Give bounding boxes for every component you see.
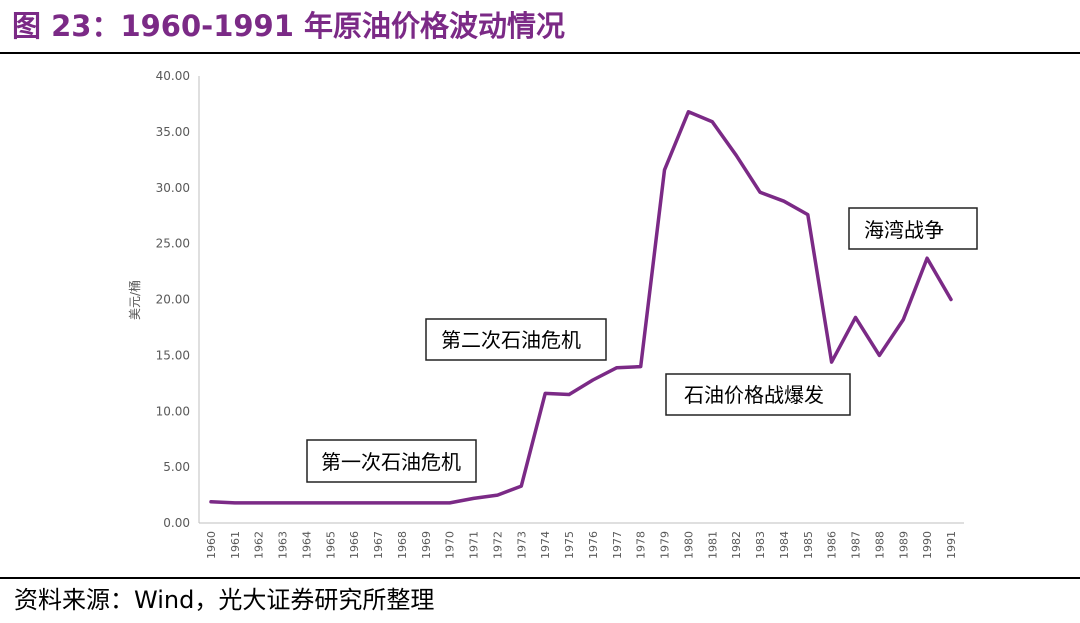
y-tick-label: 0.00 — [163, 516, 190, 530]
y-axis-title: 美元/桶 — [127, 280, 142, 320]
x-tick-label: 1987 — [850, 531, 863, 559]
annotation-label: 第二次石油危机 — [441, 328, 581, 352]
annotation-first-oil-crisis: 第一次石油危机 — [306, 439, 477, 483]
x-tick-label: 1989 — [897, 531, 910, 559]
x-tick-label: 1971 — [468, 531, 481, 559]
annotation-label: 第一次石油危机 — [321, 450, 461, 474]
chart-annotations: 第一次石油危机 第二次石油危机 石油价格战爆发 海湾战争 — [306, 207, 978, 483]
x-tick-label: 1965 — [324, 531, 337, 559]
x-tick-label: 1968 — [396, 531, 409, 559]
x-tick-label: 1979 — [659, 531, 672, 559]
x-tick-label: 1964 — [300, 531, 313, 559]
x-tick-label: 1978 — [635, 531, 648, 559]
source-note: 资料来源：Wind，光大证券研究所整理 — [14, 586, 435, 614]
x-tick-label: 1976 — [587, 531, 600, 559]
chart-axes — [198, 76, 964, 524]
x-tick-label: 1983 — [754, 531, 767, 559]
y-tick-label: 35.00 — [156, 125, 190, 139]
y-tick-label: 15.00 — [156, 348, 190, 362]
x-tick-label: 1977 — [611, 531, 624, 559]
y-tick-label: 5.00 — [163, 460, 190, 474]
annotation-gulf-war: 海湾战争 — [848, 207, 978, 250]
x-tick-label: 1960 — [205, 531, 218, 559]
y-tick-label: 40.00 — [156, 69, 190, 83]
x-tick-label: 1967 — [372, 531, 385, 559]
x-tick-label: 1988 — [873, 531, 886, 559]
x-tick-label: 1986 — [826, 531, 839, 559]
x-tick-label: 1963 — [277, 531, 290, 559]
x-tick-label: 1982 — [730, 531, 743, 559]
annotation-label: 石油价格战爆发 — [684, 383, 824, 407]
annotation-price-war: 石油价格战爆发 — [665, 373, 851, 416]
x-tick-label: 1980 — [682, 531, 695, 559]
x-tick-label: 1961 — [229, 531, 242, 559]
title-divider — [0, 52, 1080, 54]
x-tick-label: 1991 — [945, 531, 958, 559]
annotation-label: 海湾战争 — [864, 218, 944, 242]
x-tick-label: 1984 — [778, 531, 791, 559]
x-tick-label: 1975 — [563, 531, 576, 559]
x-tick-label: 1969 — [420, 531, 433, 559]
x-tick-label: 1981 — [706, 531, 719, 559]
x-tick-label: 1972 — [491, 531, 504, 559]
y-tick-label: 30.00 — [156, 181, 190, 195]
source-divider — [0, 577, 1080, 579]
y-tick-label: 20.00 — [156, 293, 190, 307]
annotation-second-oil-crisis: 第二次石油危机 — [425, 318, 607, 361]
y-tick-label: 10.00 — [156, 404, 190, 418]
line-chart: 0.00 5.00 10.00 15.00 20.00 25.00 30.00 35.00 40… — [127, 69, 978, 559]
x-tick-label: 1974 — [539, 531, 552, 559]
oil-price-line — [209, 110, 953, 505]
x-tick-label: 1966 — [348, 531, 361, 559]
x-ticks: 1960 1961 1962 1963 1964 1965 1966 1967 1968 1969… — [205, 531, 958, 559]
x-tick-label: 1990 — [921, 531, 934, 559]
x-tick-label: 1962 — [253, 531, 266, 559]
x-tick-label: 1985 — [802, 531, 815, 559]
y-tick-label: 25.00 — [156, 237, 190, 251]
y-ticks: 0.00 5.00 10.00 15.00 20.00 25.00 30.00 35.00 40… — [156, 69, 190, 530]
x-tick-label: 1970 — [444, 531, 457, 559]
figure-title: 图 23：1960-1991 年原油价格波动情况 — [12, 9, 566, 43]
x-tick-label: 1973 — [515, 531, 528, 559]
